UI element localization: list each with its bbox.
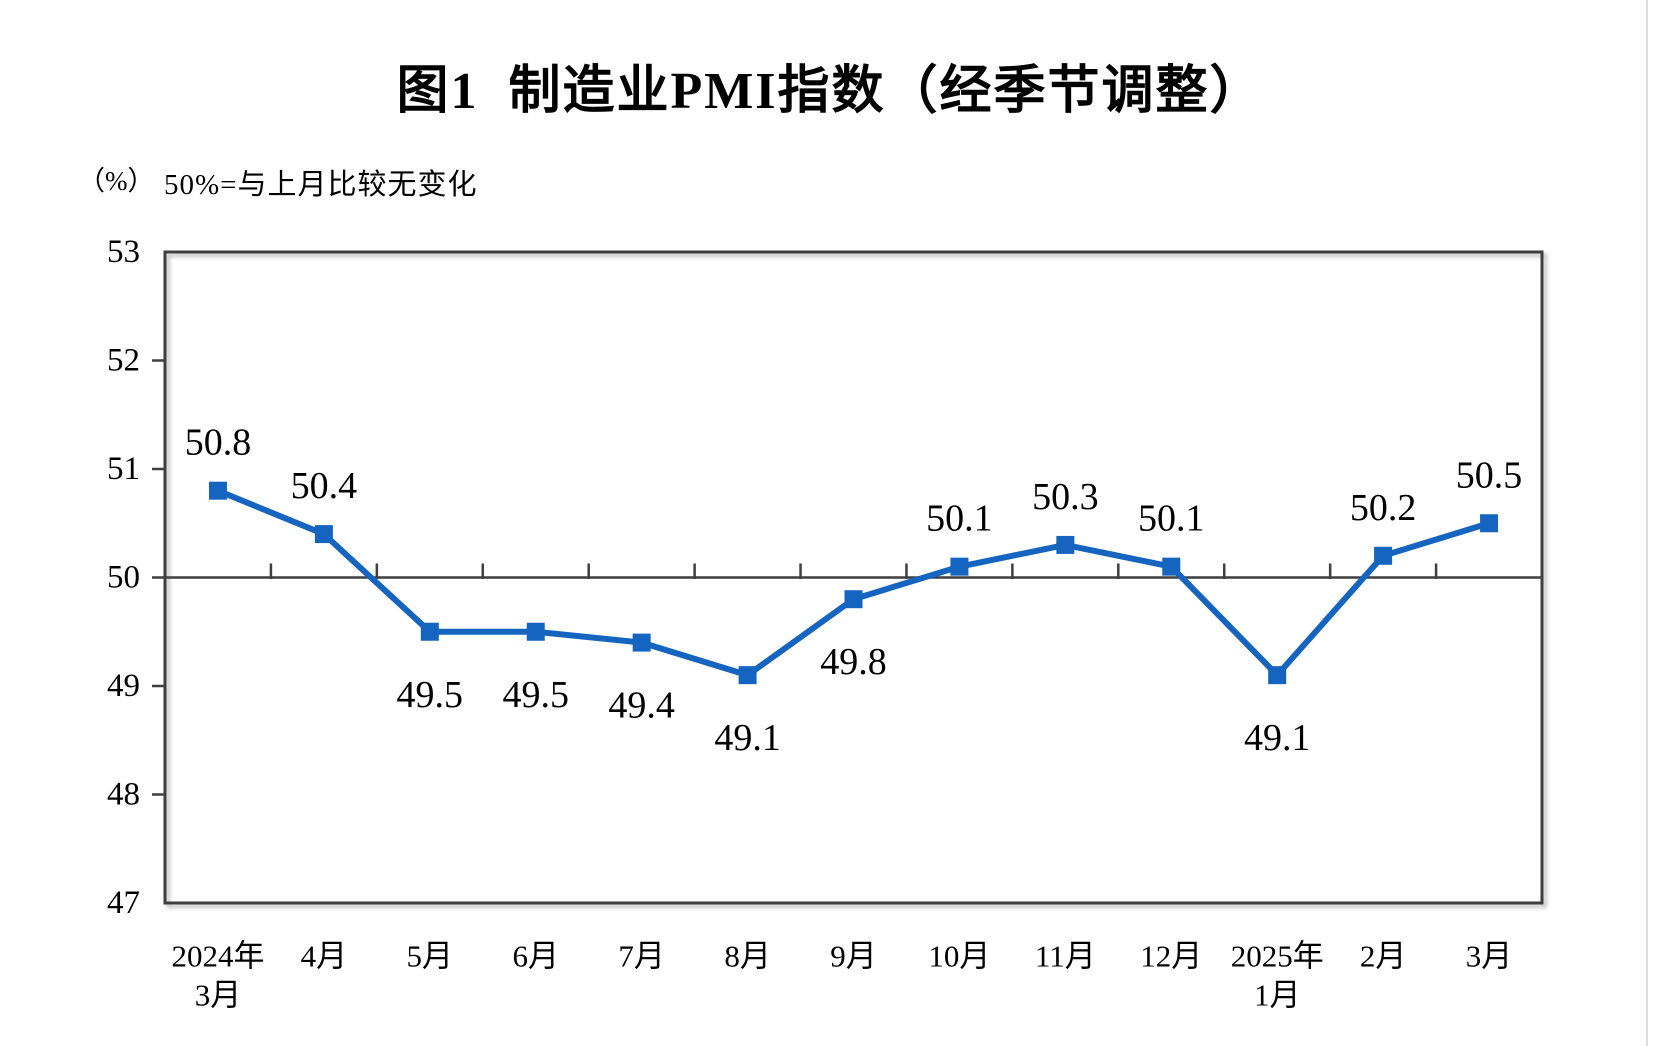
x-axis-category-label: 10月	[928, 939, 990, 974]
data-point-marker	[632, 633, 651, 652]
data-point-label: 50.5	[1456, 454, 1523, 496]
x-axis-category-label: 3月	[1466, 939, 1513, 974]
y-axis-tick-label: 53	[107, 234, 140, 270]
data-point-label: 50.2	[1350, 487, 1417, 529]
data-point-marker	[844, 590, 863, 609]
data-point-marker	[526, 622, 545, 641]
y-axis-tick-label: 48	[107, 777, 140, 813]
data-point-label: 50.4	[291, 465, 358, 507]
data-point-label: 50.1	[926, 498, 993, 540]
y-axis-tick-label: 52	[107, 343, 140, 379]
data-point-label: 50.3	[1032, 476, 1099, 518]
x-axis-category-label: 8月	[724, 939, 771, 974]
data-point-marker	[950, 557, 969, 576]
y-axis-tick-label: 49	[107, 668, 140, 704]
data-point-label: 49.5	[397, 674, 464, 716]
x-axis-category-label: 2024年	[171, 939, 264, 974]
data-point-label: 49.8	[820, 641, 887, 683]
x-axis-category-label: 1月	[1254, 978, 1301, 1013]
data-point-marker	[1268, 666, 1287, 685]
y-axis-tick-label: 47	[107, 885, 140, 921]
data-point-label: 50.1	[1138, 498, 1205, 540]
x-axis-category-label: 2月	[1360, 939, 1407, 974]
x-axis-category-label: 6月	[512, 939, 559, 974]
data-point-marker	[1056, 535, 1075, 554]
chart-title: 图1 制造业PMI指数（经季节调整）	[396, 63, 1264, 120]
data-point-marker	[314, 525, 333, 544]
data-point-marker	[1162, 557, 1181, 576]
data-point-label: 49.1	[714, 717, 781, 759]
data-point-marker	[208, 481, 227, 500]
x-axis-category-label: 2025年	[1231, 939, 1324, 974]
x-axis-category-label: 3月	[195, 978, 242, 1013]
data-point-marker	[1480, 514, 1499, 533]
data-point-marker	[1374, 546, 1393, 565]
data-point-label: 50.8	[185, 422, 252, 464]
x-axis-category-label: 4月	[301, 939, 348, 974]
x-axis-category-label: 5月	[407, 939, 454, 974]
x-axis-category-label: 11月	[1035, 939, 1096, 974]
page-right-border	[1646, 0, 1648, 1046]
y-axis-tick-label: 51	[107, 451, 140, 487]
data-point-marker	[738, 666, 757, 685]
data-point-label: 49.5	[502, 674, 569, 716]
y-axis-tick-label: 50	[107, 560, 140, 596]
data-point-label: 49.4	[608, 685, 675, 727]
x-axis-category-label: 7月	[618, 939, 665, 974]
x-axis-category-label: 9月	[830, 939, 877, 974]
reference-line-note: 50%=与上月比较无变化	[164, 169, 478, 201]
x-axis-category-label: 12月	[1140, 939, 1202, 974]
y-axis-unit-label: （%）	[78, 166, 155, 196]
data-point-label: 49.1	[1244, 717, 1311, 759]
data-point-marker	[420, 622, 439, 641]
